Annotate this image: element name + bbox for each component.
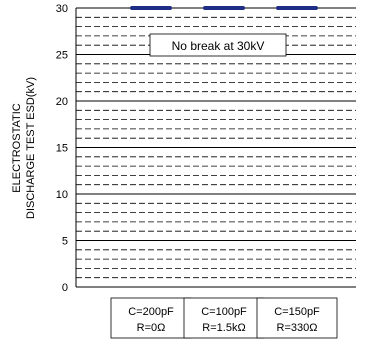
category-label-line2: R=0Ω (137, 322, 166, 334)
y-axis-label-line: ELECTROSTATIC (11, 103, 23, 192)
category-label-line2: R=330Ω (277, 322, 318, 334)
annotation-text: No break at 30kV (172, 39, 265, 53)
y-tick-label: 0 (62, 282, 68, 294)
y-tick-label: 20 (56, 96, 68, 108)
y-tick-label: 30 (56, 3, 68, 15)
y-tick-label: 15 (56, 143, 68, 155)
y-tick-label: 10 (56, 189, 68, 201)
annotation-box (149, 33, 287, 57)
y-tick-label: 5 (62, 236, 68, 248)
category-label-line1: C=100pF (201, 306, 247, 318)
category-label-line1: C=200pF (128, 306, 174, 318)
y-axis-label-line: DISCHARGE TEST ESD(kV) (25, 77, 37, 219)
category-box (256, 297, 338, 339)
y-tick-label: 25 (56, 50, 68, 62)
category-label-line2: R=1.5kΩ (202, 322, 245, 334)
category-label-line1: C=150pF (274, 306, 320, 318)
